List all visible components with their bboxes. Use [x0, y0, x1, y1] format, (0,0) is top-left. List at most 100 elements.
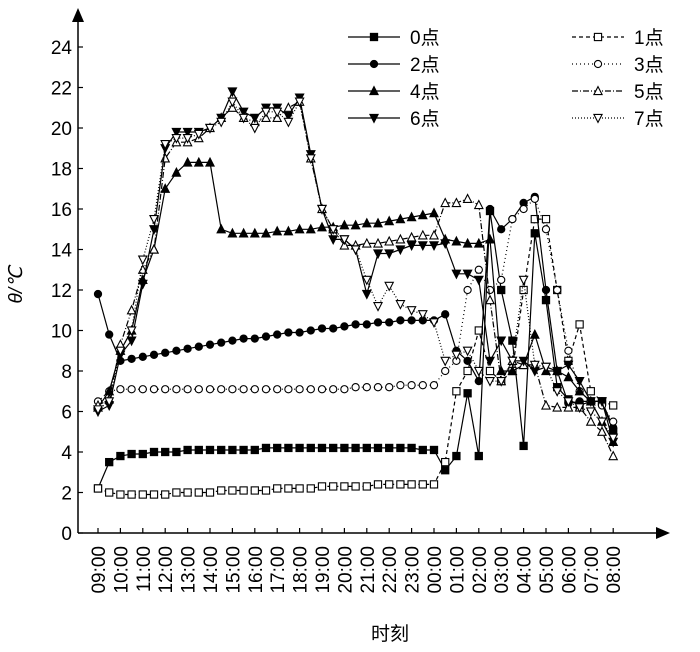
marker	[429, 318, 439, 329]
marker	[227, 102, 238, 112]
legend-label: 6点	[410, 108, 440, 130]
x-tick-label: 21:00	[358, 546, 379, 594]
legend-item: 5点	[572, 81, 664, 103]
marker	[161, 490, 170, 499]
marker	[172, 447, 181, 457]
marker	[138, 385, 147, 394]
marker	[171, 166, 182, 177]
marker	[452, 451, 461, 461]
marker	[261, 107, 271, 118]
marker	[261, 332, 271, 341]
marker	[361, 289, 372, 300]
marker	[563, 371, 574, 382]
marker	[519, 204, 528, 214]
marker	[273, 443, 282, 453]
marker	[149, 490, 159, 499]
x-tick-label: 11:00	[134, 546, 155, 592]
legend-item: 1点	[572, 27, 664, 49]
legend-label: 1点	[634, 27, 664, 49]
axes	[77, 20, 660, 534]
x-tick-label: 04:00	[515, 546, 536, 594]
marker	[418, 381, 427, 390]
marker	[552, 366, 563, 377]
marker	[239, 445, 248, 455]
marker	[564, 346, 573, 355]
marker	[217, 338, 226, 347]
marker	[406, 306, 417, 316]
marker	[407, 381, 416, 390]
marker	[463, 356, 472, 366]
marker	[474, 326, 483, 335]
marker	[541, 225, 551, 234]
marker	[396, 316, 405, 325]
x-tick-label: 10:00	[111, 546, 132, 594]
marker	[329, 324, 338, 333]
marker	[127, 385, 136, 394]
marker	[227, 87, 238, 98]
marker	[249, 113, 260, 124]
marker	[384, 281, 395, 292]
marker	[529, 360, 540, 371]
marker	[451, 235, 462, 246]
marker	[351, 443, 360, 453]
marker	[217, 385, 226, 394]
marker	[395, 245, 406, 256]
marker	[396, 381, 405, 390]
marker	[586, 387, 595, 396]
marker	[249, 227, 260, 238]
marker	[205, 445, 215, 455]
marker	[385, 480, 394, 489]
marker	[182, 156, 193, 167]
marker	[351, 383, 360, 392]
marker	[205, 156, 215, 167]
marker	[227, 227, 238, 238]
marker	[238, 227, 249, 238]
marker	[395, 233, 406, 244]
marker	[474, 265, 483, 274]
marker	[396, 480, 405, 489]
marker	[541, 362, 551, 373]
marker	[261, 486, 271, 495]
marker	[328, 225, 339, 235]
marker	[328, 235, 339, 245]
x-tick-label: 18:00	[291, 546, 312, 594]
series-line	[97, 100, 614, 457]
marker	[361, 217, 372, 228]
legend-item: 7点	[572, 108, 664, 130]
marker	[441, 466, 450, 475]
x-tick-label: 08:00	[604, 546, 625, 594]
marker	[149, 225, 159, 235]
marker	[273, 330, 282, 339]
marker	[350, 219, 361, 230]
marker	[306, 443, 315, 453]
marker	[384, 235, 395, 246]
marker	[593, 32, 603, 42]
legend-label: 4点	[410, 81, 440, 103]
marker	[417, 241, 428, 252]
marker	[273, 385, 282, 394]
series	[93, 214, 618, 499]
marker	[507, 356, 518, 367]
marker	[585, 416, 596, 426]
marker	[317, 221, 327, 232]
marker	[239, 385, 248, 394]
marker	[138, 449, 147, 459]
marker	[362, 320, 371, 329]
marker	[137, 279, 148, 290]
marker	[350, 245, 361, 256]
marker	[429, 445, 439, 455]
marker	[530, 229, 539, 238]
marker	[193, 129, 204, 140]
marker	[272, 112, 283, 123]
marker	[306, 326, 315, 335]
marker	[385, 318, 394, 327]
marker	[451, 197, 462, 208]
marker	[116, 385, 125, 394]
marker	[541, 285, 551, 295]
marker	[553, 285, 562, 295]
marker	[518, 356, 529, 367]
marker	[384, 215, 395, 226]
y-tick-label: 20	[51, 119, 72, 140]
x-tick-label: 22:00	[380, 546, 401, 594]
marker	[574, 385, 585, 396]
